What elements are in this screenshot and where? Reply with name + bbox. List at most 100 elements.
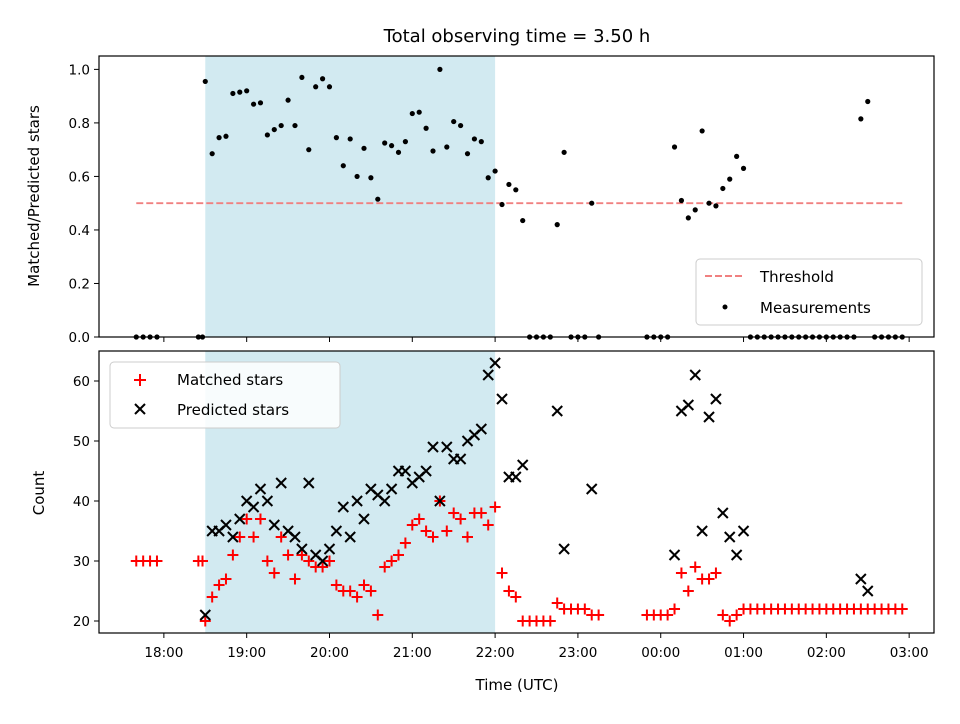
bottom-y-tick-label: 50: [73, 434, 90, 450]
predicted-star-stroke-b: [668, 549, 681, 561]
predicted-star-point: [496, 393, 508, 405]
x-tick-label: 19:00: [227, 645, 266, 661]
predicted-star-point: [517, 459, 529, 471]
bottom-x-axis: 18:00 19:00 20:00 21:00 22:00 23:00 00:00 01:00…: [144, 633, 929, 661]
measurement-point: [409, 110, 415, 117]
predicted-star-stroke-b: [365, 483, 377, 495]
matched-star-point: [427, 531, 439, 543]
predicted-star-stroke-b: [724, 531, 736, 543]
measurement-point: [340, 163, 346, 169]
bottom-y-tick-label: 40: [73, 494, 90, 510]
predicted-star-point: [717, 507, 729, 519]
predicted-star-point: [441, 441, 453, 453]
matched-star-point: [289, 573, 301, 585]
measurement-point: [485, 175, 491, 181]
legend-measurements-label: Measurements: [760, 299, 871, 317]
predicted-star-point: [862, 585, 874, 597]
top-plot-frame: [98, 55, 935, 338]
matched-star-point: [275, 531, 287, 543]
measurement-point: [430, 148, 436, 154]
predicted-star-stroke-b: [517, 459, 529, 471]
x-tick-label: 02:00: [807, 645, 846, 661]
top-y-tick-label: 0.6: [69, 169, 90, 185]
matched-star-point: [544, 615, 556, 627]
top-y-tick-label: 0.0: [69, 330, 90, 346]
matched-star-point: [206, 591, 218, 603]
predicted-star-stroke-b: [268, 519, 280, 531]
matched-star-point: [551, 597, 563, 609]
measurement-point: [678, 197, 685, 204]
predicted-star-stroke-b: [551, 405, 563, 417]
bottom-plot-frame: [98, 350, 935, 634]
predicted-star-point: [303, 477, 315, 489]
x-axis-label: Time (UTC): [475, 676, 559, 694]
x-tick-label: 01:00: [724, 645, 763, 661]
measurement-point: [299, 74, 305, 81]
predicted-star-stroke-b: [434, 495, 446, 507]
predicted-star-stroke-b: [703, 411, 715, 423]
predicted-star-point: [558, 543, 570, 555]
measurement-point: [250, 101, 257, 107]
legend-matched-swatch: [134, 374, 146, 386]
predicted-star-stroke-b: [682, 399, 695, 411]
matched-star-point: [731, 609, 743, 621]
measurement-point: [347, 136, 353, 142]
matched-star-point: [261, 555, 273, 567]
measurement-point: [671, 144, 678, 150]
predicted-star-stroke-b: [489, 357, 501, 369]
predicted-star-point: [399, 465, 412, 477]
predicted-star-stroke-b: [234, 513, 246, 525]
x-tick-label: 00:00: [641, 645, 680, 661]
measurement-point: [554, 222, 560, 228]
bottom-y-axis: 20 30 40 50 60: [73, 374, 99, 630]
matched-star-point: [241, 513, 253, 525]
predicted-star-stroke-b: [261, 495, 274, 507]
matched-star-point: [296, 549, 308, 561]
measurement-point: [561, 149, 567, 155]
measurement-point: [319, 76, 326, 82]
predicted-star-stroke-b: [420, 465, 432, 477]
predicted-star-point: [730, 549, 743, 561]
top-y-axis-label: Matched/Predicted stars: [25, 105, 43, 287]
measurement-point: [451, 118, 457, 125]
matched-star-point: [662, 609, 674, 621]
legend-threshold-label: Threshold: [759, 268, 834, 286]
measurement-point: [361, 145, 367, 151]
bottom-y-tick-label: 30: [73, 554, 90, 570]
matched-star-point: [682, 585, 694, 597]
matched-star-point: [248, 531, 260, 543]
x-tick-label: 20:00: [310, 645, 349, 661]
matched-star-point: [220, 573, 232, 585]
measurement-point: [216, 135, 222, 141]
matched-star-point: [669, 603, 681, 615]
chart-title: Total observing time = 3.50 h: [383, 26, 651, 47]
measurement-point: [740, 165, 747, 171]
measurement-point: [437, 66, 443, 72]
predicted-star-point: [737, 525, 750, 537]
matched-star-point: [448, 507, 460, 519]
x-tick-label: 22:00: [476, 645, 515, 661]
predicted-star-point: [316, 555, 329, 567]
predicted-star-point: [489, 357, 501, 369]
predicted-star-point: [482, 369, 494, 381]
predicted-star-stroke-b: [282, 525, 294, 537]
x-tick-label: 21:00: [393, 645, 432, 661]
predicted-star-stroke-b: [717, 507, 729, 519]
measurement-point: [388, 143, 395, 149]
top-y-tick-label: 1.0: [69, 62, 90, 78]
measurement-point: [368, 175, 374, 181]
predicted-star-stroke-b: [586, 483, 598, 495]
measurement-point: [865, 98, 871, 105]
measurement-point: [506, 181, 512, 188]
predicted-star-stroke-b: [247, 501, 260, 513]
matched-star-point: [392, 549, 404, 561]
measurement-point: [734, 153, 740, 159]
measurement-point: [354, 173, 360, 180]
top-legend-box: [695, 258, 923, 326]
predicted-star-point: [710, 393, 722, 405]
predicted-star-stroke-b: [696, 525, 708, 537]
matched-star-point: [197, 555, 209, 567]
matched-star-point: [254, 513, 266, 525]
bottom-plot-marks: [130, 357, 908, 627]
